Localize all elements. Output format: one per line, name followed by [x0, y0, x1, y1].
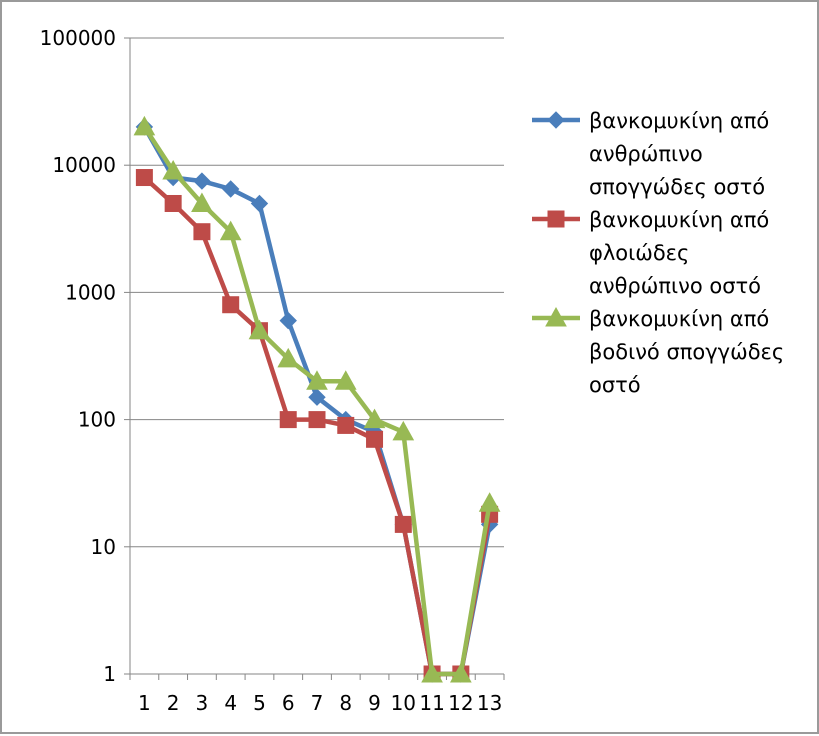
triangle-marker — [421, 662, 443, 683]
legend-label: βανκομυκίνη από — [589, 109, 769, 133]
x-tick-label: 8 — [339, 691, 352, 715]
square-marker — [366, 430, 384, 448]
triangle-marker — [162, 159, 185, 180]
square-marker — [135, 169, 153, 187]
series-2 — [135, 169, 499, 683]
legend-entry-1: βανκομυκίνη από ανθρώπινο σπογγώδες οστό — [532, 109, 769, 199]
x-tick-label: 2 — [167, 691, 180, 715]
legend-entry-3: βανκομυκίνη από βοδινό σπογγώδες οστό — [532, 306, 784, 397]
square-marker — [547, 210, 565, 228]
series-lines — [133, 115, 501, 683]
triangle-marker — [334, 370, 357, 390]
x-tick-label: 7 — [311, 691, 324, 715]
y-tick-label: 1000 — [65, 280, 116, 304]
triangle-marker — [133, 115, 156, 136]
y-tick-label: 10000 — [52, 153, 116, 177]
legend-label: σπογγώδες οστό — [589, 175, 765, 199]
series-3 — [133, 115, 501, 683]
y-tick-labels: 1 10 100 1000 10000 100000 — [40, 26, 116, 686]
y-tick-label: 10 — [91, 535, 116, 559]
diamond-marker — [221, 180, 240, 198]
x-tick-label: 1 — [138, 691, 151, 715]
diamond-marker — [547, 111, 565, 129]
x-tick-label: 10 — [391, 691, 416, 715]
x-tick-label: 12 — [448, 691, 473, 715]
triangle-marker — [248, 319, 271, 340]
triangle-marker — [306, 370, 328, 390]
diamond-marker — [250, 194, 269, 213]
legend-entry-2: βανκομυκίνη από φλοιώδες ανθρώπινο οστό — [532, 208, 769, 298]
legend-label: βανκομυκίνη από — [589, 208, 769, 232]
square-marker — [164, 194, 182, 212]
diamond-marker — [308, 388, 326, 406]
legend-label: ανθρώπινο οστό — [589, 274, 761, 298]
series-1 — [135, 118, 499, 683]
y-tick-label: 1 — [103, 662, 116, 686]
diamond-marker — [193, 172, 211, 190]
x-tick-label: 13 — [477, 691, 502, 715]
x-tick-labels: 1 2 3 4 5 6 7 8 9 10 11 12 13 — [138, 691, 502, 715]
x-tick-label: 3 — [196, 691, 209, 715]
y-tick-label: 100 — [78, 408, 116, 432]
square-marker — [394, 515, 412, 533]
x-tick-label: 4 — [224, 691, 237, 715]
legend-label: φλοιώδες — [589, 241, 689, 265]
legend-label: ανθρώπινο — [589, 142, 703, 166]
legend-label: βοδινό σπογγώδες — [589, 340, 784, 364]
x-tick-label: 11 — [419, 691, 444, 715]
triangle-marker — [219, 220, 242, 241]
triangle-marker — [545, 306, 567, 327]
triangle-marker — [478, 492, 501, 512]
square-marker — [308, 411, 326, 429]
square-marker — [337, 416, 355, 434]
triangle-marker — [363, 408, 386, 429]
triangle-marker — [449, 662, 472, 683]
axes — [124, 37, 505, 680]
square-marker — [279, 411, 297, 429]
triangle-marker — [277, 347, 300, 368]
square-marker — [222, 296, 240, 314]
x-tick-label: 6 — [282, 691, 295, 715]
x-tick-label: 9 — [368, 691, 381, 715]
triangle-marker — [191, 192, 213, 212]
diamond-marker — [279, 311, 297, 330]
x-tick-label: 5 — [253, 691, 266, 715]
gridlines — [130, 37, 504, 548]
legend-label: οστό — [589, 373, 641, 397]
triangle-marker — [392, 420, 415, 441]
legend-label: βανκομυκίνη από — [589, 307, 769, 331]
square-marker — [193, 223, 211, 241]
y-tick-label: 100000 — [40, 26, 116, 50]
